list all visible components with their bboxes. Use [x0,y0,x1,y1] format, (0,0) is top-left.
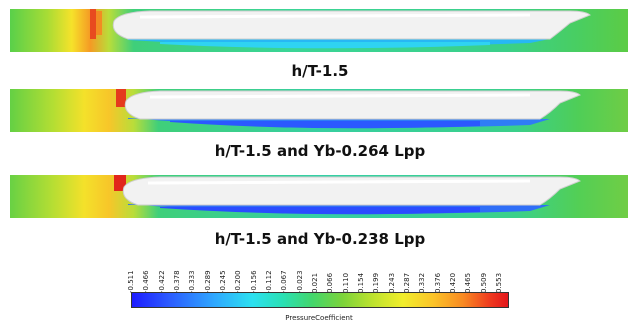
legend-tick-text: -0.289 [203,270,212,293]
legend-tick-text: -0.466 [142,270,151,293]
legend-tick-text: 0.243 [387,272,396,293]
pressure-contour-2 [10,89,628,132]
legend-tick-text: 0.066 [326,272,335,293]
legend-title: PressureCoefficient [285,314,353,322]
legend-tick-text: -0.378 [173,270,181,293]
pressure-contour-1 [10,9,628,52]
legend-tick-text: 0.154 [357,272,365,293]
legend-tick-text: 0.553 [495,272,503,293]
legend-tick-text: 0.420 [449,272,457,293]
pressure-panel-1 [10,9,628,52]
legend-tick-text: 0.465 [464,272,473,293]
legend-tick-text: -0.112 [265,270,273,293]
legend-tick-text: -0.200 [234,270,243,293]
pressure-contour-3 [10,175,628,218]
legend-tick-text: 0.332 [418,272,427,293]
legend-tick-text: -0.023 [295,270,304,293]
legend-tick-text: -0.511 [127,270,135,293]
legend-tick-label: 0.553 [495,255,511,293]
legend-tick-text: -0.245 [219,270,227,293]
pressure-panel-2 [10,89,628,132]
pressure-panel-3 [10,175,628,218]
legend-tick-text: 0.110 [341,272,350,293]
legend-tick-text: 0.509 [479,272,488,293]
color-bar [131,292,509,308]
panel-2-caption: h/T-1.5 and Yb-0.264 Lpp [214,142,426,160]
panel-3-caption: h/T-1.5 and Yb-0.238 Lpp [214,230,426,248]
panel-1-caption: h/T-1.5 [291,62,349,80]
legend-tick-text: -0.067 [280,270,289,293]
legend-tick-text: 0.287 [403,272,411,293]
color-legend: -0.511 -0.466 -0.422 -0.378 -0.333 -0.289 -0.2… [127,255,511,327]
legend-tick-text: 0.376 [433,272,442,293]
legend-tick-text: 0.199 [372,272,381,293]
legend-tick-text: 0.021 [311,272,319,293]
legend-tick-text: -0.422 [157,270,166,293]
legend-tick-text: -0.156 [249,270,258,293]
legend-tick-text: -0.333 [188,270,197,293]
